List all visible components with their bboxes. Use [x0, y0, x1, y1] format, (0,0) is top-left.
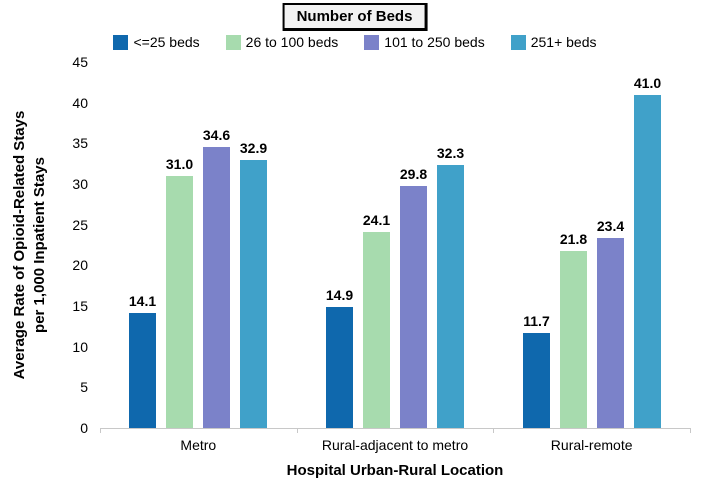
plot-area	[100, 62, 690, 429]
bar-value-label: 24.1	[362, 212, 391, 228]
legend-item: 101 to 250 beds	[364, 34, 485, 50]
legend-swatch-icon	[510, 34, 526, 50]
bar	[129, 313, 156, 428]
y-axis-title-line2: per 1,000 Inpatient Stays	[31, 157, 48, 333]
y-axis-title: Average Rate of Opioid-Related Stays per…	[10, 45, 50, 445]
y-axis-tick-label: 35	[72, 135, 88, 152]
bar-value-label: 11.7	[523, 313, 550, 329]
bar	[326, 307, 353, 428]
bar	[634, 95, 661, 428]
bar	[203, 147, 230, 428]
legend-label: 26 to 100 beds	[245, 34, 339, 50]
y-axis-tick-label: 25	[72, 216, 88, 233]
legend-swatch-icon	[225, 34, 241, 50]
x-axis-tick-mark	[493, 428, 494, 433]
bar-value-label: 23.4	[596, 218, 625, 234]
legend-item: 251+ beds	[510, 34, 597, 50]
legend-label: <=25 beds	[133, 34, 200, 50]
y-axis-tick-label: 5	[80, 379, 88, 396]
x-axis-title: Hospital Urban-Rural Location	[286, 462, 504, 479]
bar-value-label: 34.6	[202, 127, 231, 143]
bar	[597, 238, 624, 428]
legend-swatch-icon	[113, 34, 129, 50]
bar	[166, 176, 193, 428]
bar-value-label: 41.0	[633, 75, 662, 91]
y-axis-tick-label: 20	[72, 257, 88, 274]
y-axis-tick-label: 30	[72, 176, 88, 192]
y-axis-tick-label: 15	[72, 298, 88, 314]
bar	[437, 165, 464, 428]
bar-value-label: 14.1	[128, 293, 157, 309]
bar-value-label: 31.0	[165, 156, 194, 172]
x-axis-tick-mark	[100, 428, 101, 433]
x-axis-tick-mark	[297, 428, 298, 433]
bar	[363, 232, 390, 428]
legend-item: 26 to 100 beds	[225, 34, 339, 50]
bar	[400, 186, 427, 428]
bar-value-label: 29.8	[399, 166, 428, 182]
y-axis-tick-label: 0	[80, 420, 88, 436]
x-axis-category-label: Rural-adjacent to metro	[321, 437, 469, 453]
bar-value-label: 14.9	[325, 287, 354, 303]
legend: <=25 beds 26 to 100 beds 101 to 250 beds 25…	[0, 34, 710, 50]
bar-value-label: 21.8	[559, 231, 588, 247]
bar-value-label: 32.3	[436, 145, 465, 161]
y-axis-tick-label: 40	[72, 94, 88, 111]
y-axis-tick-label: 45	[72, 54, 88, 70]
y-axis-tick-label: 10	[72, 338, 88, 355]
bar	[240, 160, 267, 428]
legend-swatch-icon	[364, 34, 380, 50]
bar	[523, 333, 550, 428]
x-axis-category-label: Metro	[180, 437, 217, 453]
bar-value-label: 32.9	[239, 140, 268, 156]
x-axis-category-label: Rural-remote	[550, 437, 633, 453]
chart-title: Number of Beds	[282, 3, 428, 31]
legend-label: 101 to 250 beds	[384, 34, 485, 50]
y-axis-title-line1: Average Rate of Opioid-Related Stays	[11, 110, 28, 380]
legend-item: <=25 beds	[113, 34, 200, 50]
legend-label: 251+ beds	[530, 34, 597, 50]
bar	[560, 251, 587, 428]
x-axis-tick-mark	[690, 428, 691, 433]
